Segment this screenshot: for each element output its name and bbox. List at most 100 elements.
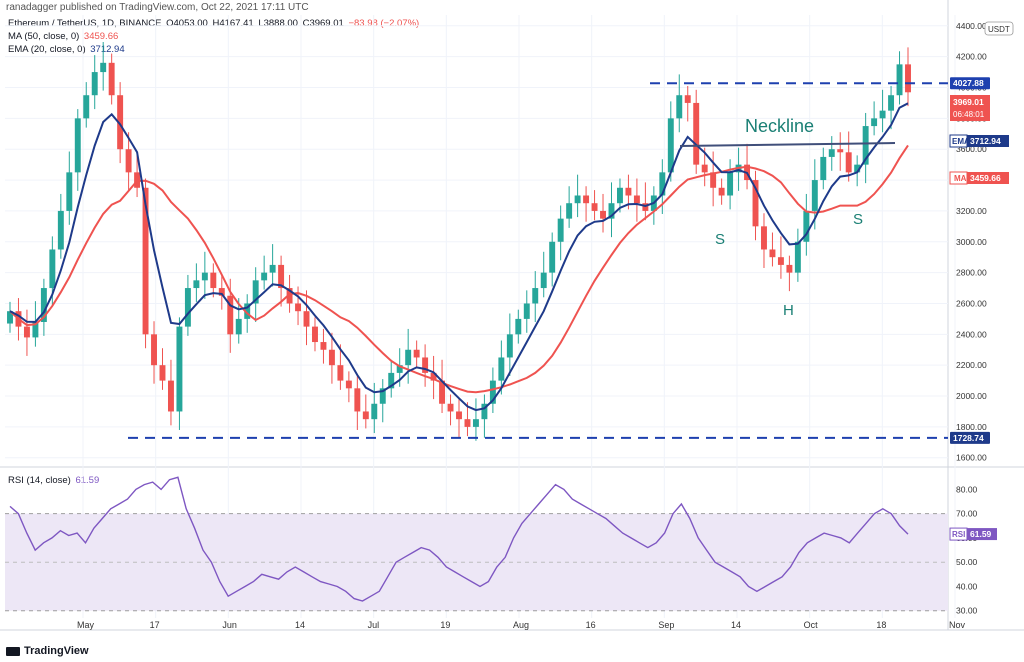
candle-body — [74, 118, 81, 173]
level-1728-label-bg — [950, 431, 990, 444]
candle-body — [447, 403, 454, 412]
rsi-legend: RSI (14, close) 61.59 — [8, 475, 99, 486]
ma-tag-label: MA — [954, 174, 967, 183]
price-tick-label: 1600.00 — [956, 453, 987, 463]
candle-body — [413, 349, 420, 358]
candle-body — [515, 318, 522, 335]
level-4027-label: 4027.88 — [953, 78, 984, 88]
ma-line — [9, 144, 909, 394]
candle-body — [422, 357, 429, 373]
currency-label: USDT — [988, 25, 1010, 34]
candle-body — [676, 95, 683, 119]
candle-body — [193, 280, 200, 289]
price-tick-label: 1800.00 — [956, 422, 987, 432]
candle-body — [7, 311, 13, 324]
candle-body — [820, 156, 827, 181]
candle-body — [794, 241, 801, 273]
last-price-label: 3969.01 — [953, 97, 984, 107]
level-4027-label-bg — [950, 77, 990, 90]
candle-body — [159, 365, 166, 381]
candle-body — [489, 380, 496, 404]
candle-body — [278, 264, 285, 289]
head-annotation: H — [783, 302, 794, 319]
countdown-label: 06:48:01 — [953, 110, 985, 119]
time-tick-label: May — [77, 620, 95, 630]
candle-body — [91, 72, 98, 96]
rsi-tick-label: 40.00 — [956, 581, 978, 591]
rsi-tick-label: 50.00 — [956, 557, 978, 567]
rsi-legend-value: 61.59 — [75, 475, 100, 486]
ema-line — [9, 102, 909, 412]
price-tick-label: 2800.00 — [956, 268, 987, 278]
price-tick-label: 4400.00 — [956, 21, 987, 31]
candle-body — [371, 403, 378, 420]
ema-value-box — [967, 135, 1009, 147]
candle-body — [464, 419, 471, 427]
rsi-legend-label: RSI (14, close) — [8, 475, 71, 486]
candle-body — [837, 149, 844, 153]
symbol-title: Ethereum / TetherUS, 1D, BINANCE — [8, 18, 162, 29]
publisher-header: ranadagger published on TradingView.com,… — [6, 2, 309, 13]
candle-body — [727, 172, 734, 196]
candle-body — [456, 411, 462, 420]
candle-body — [32, 321, 39, 338]
rsi-value-box — [967, 528, 997, 541]
candle-body — [184, 288, 191, 327]
rsi-tick-label: 70.00 — [956, 509, 978, 519]
candle-body — [295, 303, 302, 312]
neckline-line — [679, 142, 896, 147]
time-tick-label: Aug — [513, 620, 529, 630]
time-tick-label: Sep — [658, 620, 674, 630]
candle-body — [540, 272, 547, 289]
level-1728-label: 1728.74 — [953, 433, 984, 443]
candle-body — [40, 288, 47, 322]
ema-value-label: 3712.94 — [970, 136, 1001, 146]
candle-body — [125, 149, 132, 173]
candle-body — [583, 195, 590, 204]
candle-body — [600, 210, 606, 219]
ma-legend-value: 3459.66 — [83, 31, 119, 42]
candle-body — [803, 210, 810, 242]
candle-body — [506, 334, 513, 358]
candle-body — [557, 218, 564, 242]
candle-body — [786, 264, 793, 273]
candle-body — [312, 326, 318, 343]
candle-body — [608, 203, 615, 219]
candle-body — [354, 388, 361, 412]
candle-body — [523, 303, 530, 319]
time-tick-label: 19 — [440, 620, 450, 630]
candle-body — [235, 318, 242, 335]
candle-body — [142, 187, 149, 335]
time-tick-label: Jul — [368, 620, 380, 630]
candle-body — [405, 349, 412, 366]
candle-body — [769, 249, 776, 258]
price-tick-label: 2000.00 — [956, 391, 987, 401]
time-tick-label: Nov — [949, 620, 966, 630]
candle-body — [752, 180, 759, 227]
candle-body — [642, 203, 649, 211]
candle-body — [108, 62, 115, 96]
candle-body — [566, 203, 573, 219]
candle-body — [633, 195, 640, 204]
candle-body — [684, 95, 691, 103]
price-tick-label: 3000.00 — [956, 237, 987, 247]
change-value: −83.98 (−2.07%) — [348, 18, 420, 29]
symbol-legend: Ethereum / TetherUS, 1D, BINANCE O4053.0… — [8, 18, 419, 29]
candle-body — [549, 241, 556, 273]
time-tick-label: 18 — [876, 620, 886, 630]
candle-body — [854, 164, 861, 173]
ema-legend-value: 3712.94 — [90, 44, 125, 55]
ema-tag-label: EMA — [952, 137, 970, 146]
candle-body — [845, 152, 852, 173]
candle-body — [701, 164, 708, 173]
candle-body — [498, 357, 505, 381]
candle-body — [218, 288, 225, 296]
price-tick-label: 2600.00 — [956, 298, 987, 308]
price-tick-label: 3600.00 — [956, 144, 987, 154]
last-price-box — [950, 95, 990, 121]
candle-body — [667, 118, 674, 173]
tradingview-brand: TradingView — [24, 645, 89, 657]
low-value: L3888.00 — [258, 18, 298, 29]
tradingview-logo-icon — [6, 646, 20, 656]
